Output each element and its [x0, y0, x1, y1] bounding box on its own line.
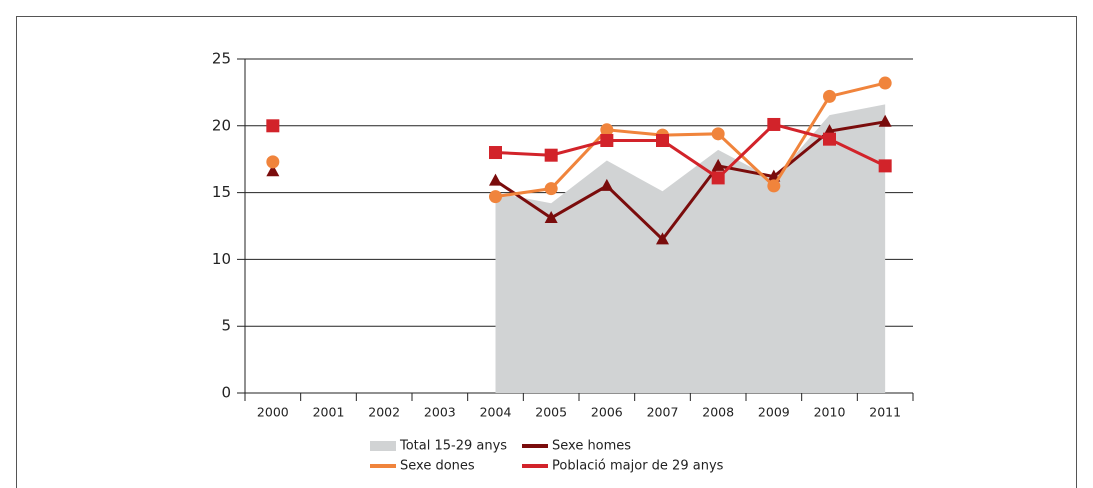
x-tick-label: 2009: [758, 405, 790, 420]
marker: [489, 146, 502, 160]
marker: [600, 133, 614, 147]
marker: [823, 132, 836, 146]
x-tick-label: 2006: [591, 405, 623, 420]
marker: [266, 164, 280, 177]
y-tick-label: 15: [212, 183, 231, 201]
marker: [711, 171, 725, 185]
marker: [600, 123, 614, 137]
legend-swatch: [370, 441, 396, 451]
marker: [489, 190, 502, 204]
legend-label: Població major de 29 anys: [552, 459, 724, 474]
y-tick-label: 0: [221, 384, 231, 402]
marker: [489, 173, 502, 186]
area: [495, 104, 886, 393]
x-tick-label: 2004: [480, 405, 512, 420]
y-tick-label: 25: [212, 50, 231, 68]
x-tick-label: 2003: [424, 405, 456, 420]
x-tick-label: 2001: [313, 405, 345, 420]
x-tick-label: 2002: [368, 405, 400, 420]
marker: [544, 148, 558, 162]
marker: [544, 182, 558, 196]
marker: [767, 117, 781, 131]
y-tick-label: 10: [212, 250, 231, 268]
x-tick-label: 2011: [869, 405, 901, 420]
marker: [600, 178, 614, 191]
marker: [823, 89, 836, 103]
frame: [16, 16, 1077, 488]
line: [495, 122, 886, 180]
y-tick-label: 5: [221, 317, 231, 335]
marker: [711, 158, 725, 171]
marker: [656, 133, 669, 147]
x-tick-label: 2000: [257, 405, 289, 420]
marker: [266, 119, 280, 133]
marker: [878, 114, 892, 127]
legend-label: Sexe dones: [400, 459, 475, 474]
line: [495, 81, 886, 199]
x-tick-label: 2005: [535, 405, 567, 420]
line: [494, 120, 886, 242]
y-tick-label: 20: [212, 116, 231, 134]
x-tick-label: 2010: [814, 405, 846, 420]
marker: [266, 155, 280, 169]
x-tick-label: 2008: [702, 405, 734, 420]
marker: [878, 159, 892, 173]
marker: [544, 210, 558, 223]
marker: [656, 232, 669, 245]
legend-label: Total 15-29 anys: [399, 439, 507, 454]
x-tick-label: 2007: [647, 405, 679, 420]
legend-label: Sexe homes: [552, 439, 631, 454]
marker: [767, 179, 781, 193]
marker: [711, 127, 725, 141]
marker: [878, 76, 892, 90]
